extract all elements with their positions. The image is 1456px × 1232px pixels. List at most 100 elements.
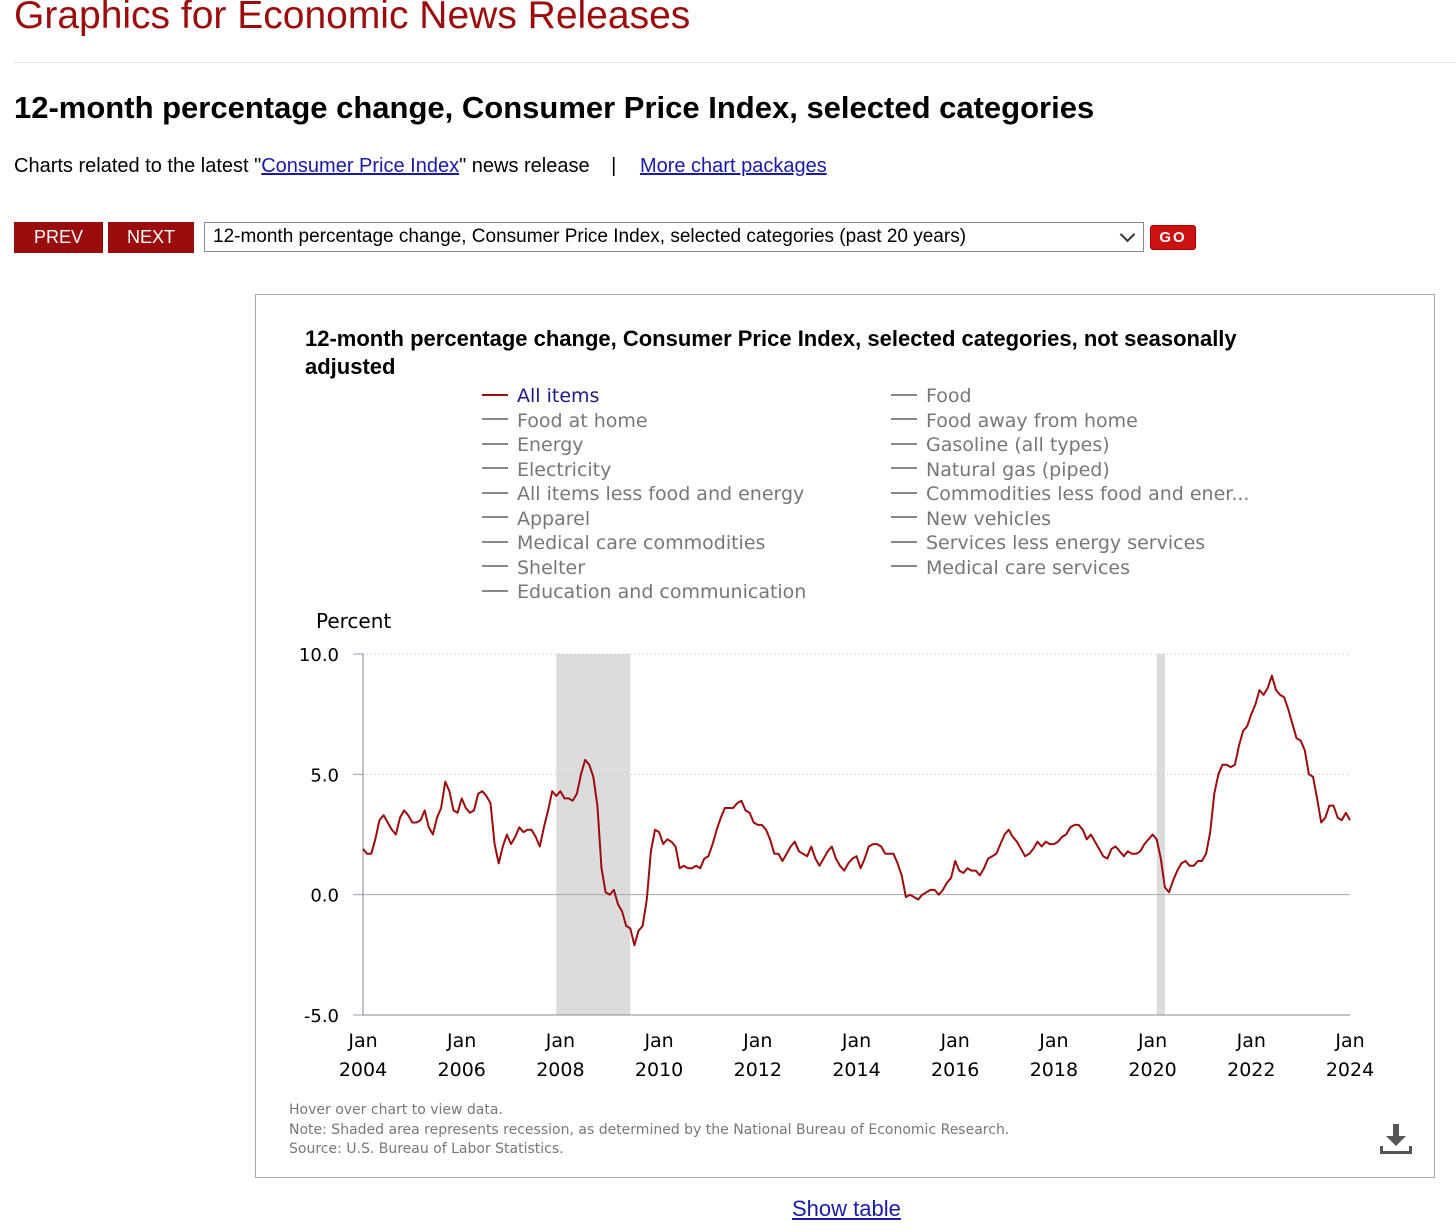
legend-item[interactable]: Medical care commodities	[482, 532, 765, 554]
title-divider	[14, 62, 1456, 63]
recession-note: Note: Shaded area represents recession, …	[289, 1121, 1010, 1138]
legend-item[interactable]: Energy	[482, 434, 584, 456]
legend-swatch	[891, 418, 917, 420]
x-tick-year: 2014	[832, 1059, 880, 1081]
y-tick-label: 0.0	[310, 886, 339, 907]
legend-item[interactable]: All items	[482, 385, 599, 407]
legend-item[interactable]: All items less food and energy	[482, 483, 804, 505]
hover-note: Hover over chart to view data.	[289, 1102, 503, 1118]
x-tick-month: Jan	[841, 1030, 871, 1052]
x-tick-year: 2016	[931, 1059, 979, 1081]
legend-item[interactable]: Natural gas (piped)	[891, 459, 1110, 481]
legend-swatch	[891, 467, 917, 469]
x-tick-month: Jan	[1038, 1030, 1068, 1052]
legend-swatch	[482, 442, 508, 445]
next-button[interactable]: NEXT	[108, 222, 194, 253]
legend-item[interactable]: Electricity	[482, 459, 611, 481]
recession-shade	[1156, 654, 1165, 1015]
legend-swatch	[891, 491, 917, 494]
legend-label: Food away from home	[926, 409, 1138, 432]
legend-item[interactable]: Medical care services	[891, 557, 1130, 579]
x-tick-year: 2018	[1030, 1059, 1078, 1081]
legend-label: Apparel	[517, 507, 591, 530]
legend-swatch	[891, 393, 917, 396]
x-tick-year: 2010	[635, 1059, 683, 1081]
chart-title: 12-month percentage change, Consumer Pri…	[305, 326, 1237, 379]
chart-notes: Hover over chart to view data. Note: Sha…	[289, 1101, 1009, 1160]
recession-shade	[556, 654, 631, 1015]
cpi-release-link[interactable]: Consumer Price Index	[261, 155, 460, 177]
go-button[interactable]: GO	[1150, 225, 1196, 250]
legend-item[interactable]: Shelter	[482, 557, 585, 579]
legend-label: Natural gas (piped)	[926, 458, 1110, 481]
legend-item[interactable]: Apparel	[482, 508, 590, 530]
legend-swatch	[482, 589, 508, 592]
legend-item[interactable]: Education and communication	[482, 581, 806, 603]
x-tick-month: Jan	[347, 1030, 377, 1052]
legend-swatch	[482, 540, 508, 543]
legend-swatch	[891, 442, 917, 445]
legend-label: Education and communication	[517, 581, 807, 603]
x-tick-month: Jan	[643, 1030, 673, 1052]
legend-swatch	[891, 540, 917, 543]
x-tick-month: Jan	[742, 1030, 772, 1052]
legend-label: All items less food and energy	[517, 483, 805, 505]
more-chart-packages-link[interactable]: More chart packages	[639, 155, 827, 177]
legend-swatch	[482, 565, 508, 567]
legend-item[interactable]: Food away from home	[891, 410, 1138, 432]
legend-label: Energy	[517, 434, 584, 456]
legend-label: Gasoline (all types)	[926, 434, 1110, 456]
page-title: 12-month percentage change, Consumer Pri…	[14, 90, 1095, 125]
y-tick-label: -5.0	[304, 1006, 339, 1027]
chart-panel[interactable]: 12-month percentage change, Consumer Pri…	[255, 294, 1435, 1178]
y-tick-label: 5.0	[310, 765, 339, 786]
related-links: Charts related to the latest "Consumer P…	[14, 155, 827, 178]
legend-item[interactable]: New vehicles	[891, 508, 1051, 530]
legend-label: All items	[517, 385, 600, 407]
x-tick-year: 2006	[438, 1059, 486, 1081]
legend-label: Medical care commodities	[517, 532, 766, 554]
prev-button[interactable]: PREV	[14, 222, 103, 253]
download-icon[interactable]	[1378, 1121, 1414, 1157]
legend-item[interactable]: Food	[891, 385, 972, 407]
link-separator: |	[611, 155, 617, 177]
x-tick-year: 2020	[1128, 1059, 1176, 1081]
chart-select-value: 12-month percentage change, Consumer Pri…	[213, 226, 967, 247]
legend-swatch	[891, 565, 917, 567]
x-tick-month: Jan	[446, 1030, 476, 1052]
plot-area[interactable]: 10.0 5.0 0.0 -5.0 Jan 2004 Jan 2006 Jan 2008 Jan 20…	[256, 295, 1434, 1095]
chevron-down-icon	[1119, 226, 1136, 243]
x-tick-year: 2004	[339, 1059, 387, 1081]
legend-label: Electricity	[517, 458, 612, 481]
legend-item[interactable]: Commodities less food and ener...	[891, 483, 1249, 505]
legend-swatch	[482, 467, 508, 469]
related-prefix: Charts related to the latest "	[14, 155, 262, 177]
source-note: Source: U.S. Bureau of Labor Statistics.	[289, 1141, 564, 1157]
x-tick-year: 2022	[1227, 1059, 1275, 1081]
x-tick-year: 2012	[734, 1059, 782, 1081]
legend-swatch	[891, 516, 917, 518]
legend-swatch	[482, 418, 508, 420]
legend-item[interactable]: Food at home	[482, 410, 648, 432]
x-tick-year: 2024	[1326, 1059, 1374, 1081]
legend-swatch	[482, 491, 508, 494]
legend-label: Medical care services	[926, 556, 1130, 579]
legend-label: Shelter	[517, 556, 586, 579]
legend-label: Commodities less food and ener...	[926, 483, 1250, 505]
x-tick-month: Jan	[1137, 1030, 1167, 1052]
x-tick-month: Jan	[1236, 1030, 1266, 1052]
show-table-link[interactable]: Show table	[792, 1196, 901, 1221]
chart-select[interactable]: 12-month percentage change, Consumer Pri…	[204, 222, 1144, 252]
site-title: Graphics for Economic News Releases	[14, 0, 691, 37]
y-tick-label: 10.0	[299, 645, 339, 666]
legend-label: Services less energy services	[926, 532, 1206, 554]
legend-label: Food	[926, 385, 972, 407]
x-tick-month: Jan	[545, 1030, 575, 1052]
related-suffix: " news release	[459, 155, 590, 177]
y-axis-label: Percent	[316, 609, 392, 633]
legend-label: New vehicles	[926, 507, 1052, 530]
series-line-all-items	[362, 674, 1351, 947]
legend-item[interactable]: Gasoline (all types)	[891, 434, 1110, 456]
x-tick-month: Jan	[1334, 1030, 1364, 1052]
legend-item[interactable]: Services less energy services	[891, 532, 1205, 554]
